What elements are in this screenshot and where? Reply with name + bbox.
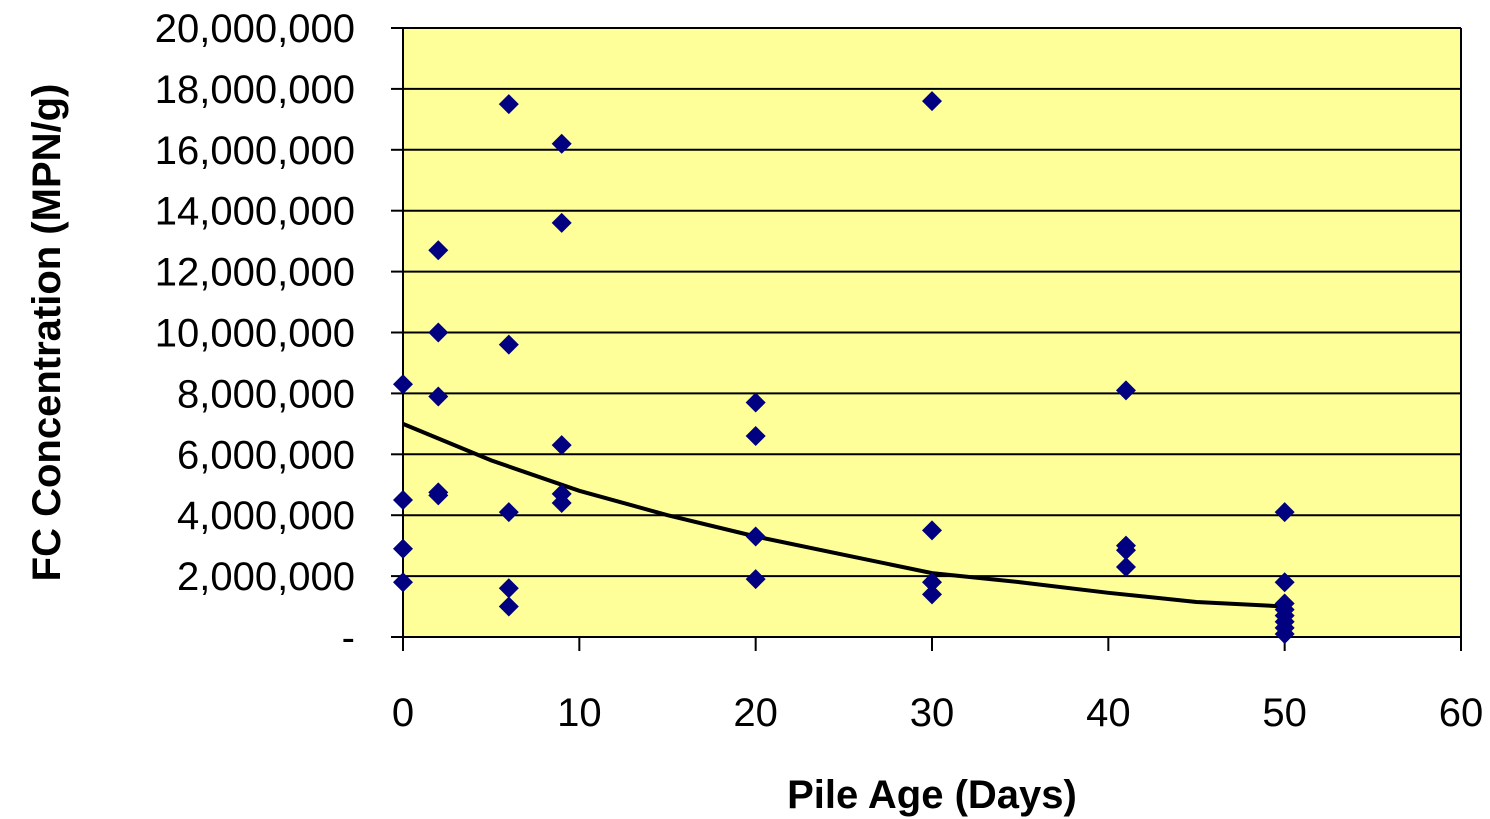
data-point	[428, 322, 449, 343]
data-point	[498, 596, 519, 617]
data-point	[745, 392, 766, 413]
data-point	[1274, 572, 1295, 593]
x-tick-label: 40	[1086, 691, 1131, 735]
y-tick-labels: - 2,000,000 4,000,000 6,000,000 8,000,000 10,…	[155, 7, 355, 660]
y-tick-label: 16,000,000	[155, 129, 355, 173]
data-point	[498, 578, 519, 599]
data-point	[922, 572, 942, 593]
data-point	[393, 374, 413, 395]
data-point	[745, 426, 766, 447]
data-point	[498, 502, 519, 523]
data-point	[745, 569, 766, 590]
data-point	[745, 526, 766, 547]
data-point	[428, 240, 449, 261]
data-point	[428, 485, 449, 506]
x-tick-label: 30	[910, 691, 955, 735]
y-tick-label: -	[342, 616, 355, 660]
data-point	[922, 584, 942, 605]
x-tick-label: 0	[392, 691, 414, 735]
data-point	[551, 435, 572, 456]
x-tick-label: 20	[733, 691, 778, 735]
data-point	[1115, 556, 1136, 577]
y-tick-label: 2,000,000	[177, 555, 355, 599]
y-axis-title: FC Concentration (MPN/g)	[25, 84, 69, 582]
y-tick-label: 12,000,000	[155, 251, 355, 295]
y-tick-label: 10,000,000	[155, 312, 355, 356]
x-tick-labels: 0 10 20 30 40 50 60	[392, 691, 1483, 735]
data-point	[1115, 380, 1136, 401]
data-point	[393, 572, 413, 593]
data-point	[551, 133, 572, 154]
data-point	[551, 212, 572, 233]
y-tick-label: 4,000,000	[177, 494, 355, 538]
data-point	[393, 489, 413, 510]
data-point	[498, 94, 519, 115]
data-point	[922, 91, 942, 112]
x-tick-label: 60	[1439, 691, 1484, 735]
y-tick-label: 8,000,000	[177, 372, 355, 416]
data-point	[1274, 502, 1295, 523]
data-point	[393, 538, 413, 559]
y-tick-label: 20,000,000	[155, 7, 355, 51]
data-point	[922, 520, 942, 541]
data-point	[428, 386, 449, 407]
data-point	[1115, 540, 1136, 561]
data-point	[551, 493, 572, 514]
y-tick-label: 18,000,000	[155, 68, 355, 112]
x-tick-label: 10	[557, 691, 602, 735]
y-tick-label: 14,000,000	[155, 190, 355, 234]
data-point	[1274, 623, 1295, 644]
x-tick-label: 50	[1262, 691, 1307, 735]
trendline	[402, 422, 1285, 609]
y-tick-label: 6,000,000	[177, 433, 355, 477]
data-points	[393, 91, 1295, 644]
data-point	[498, 334, 519, 355]
x-axis-title: Pile Age (Days)	[787, 773, 1077, 817]
